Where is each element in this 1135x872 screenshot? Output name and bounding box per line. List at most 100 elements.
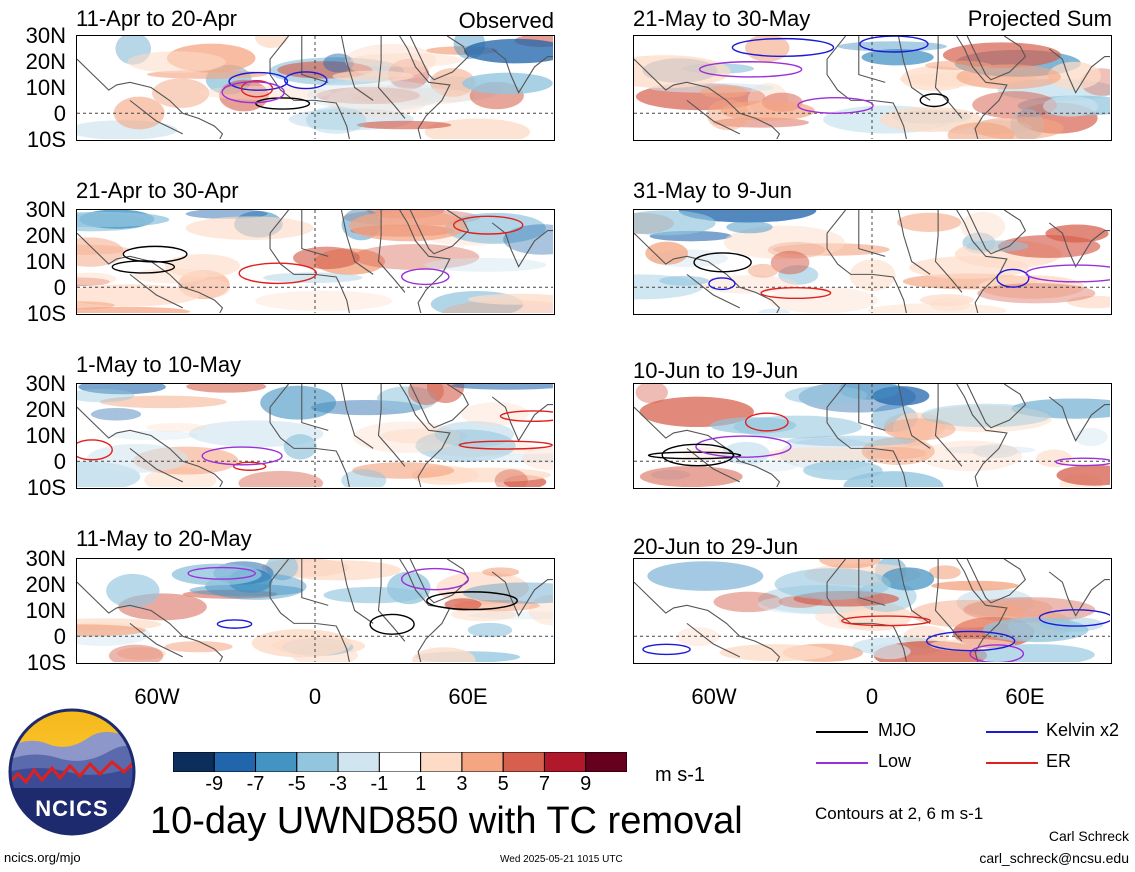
anomaly-shading bbox=[332, 70, 414, 82]
anomaly-shading bbox=[647, 561, 764, 591]
lat-label: 30N bbox=[25, 371, 66, 396]
anomaly-shading bbox=[966, 240, 1029, 252]
anomaly-shading bbox=[106, 573, 160, 608]
anomaly-shading bbox=[266, 559, 299, 581]
coastline bbox=[1048, 396, 1110, 442]
anomaly-shading bbox=[152, 78, 210, 108]
coastline bbox=[491, 396, 553, 442]
coastline bbox=[686, 622, 741, 658]
contour-mjo bbox=[122, 245, 188, 263]
coastline bbox=[966, 36, 1027, 81]
anomaly-shading bbox=[767, 286, 878, 313]
anomaly-shading bbox=[928, 565, 961, 580]
anomaly-shading bbox=[956, 64, 1062, 90]
anomaly-shading bbox=[868, 303, 1007, 313]
legend-label-er: ER bbox=[1046, 751, 1072, 771]
anomaly-shading bbox=[963, 597, 1096, 623]
coastline bbox=[934, 384, 963, 467]
anomaly-shading bbox=[171, 563, 262, 586]
anomaly-shading bbox=[747, 263, 779, 278]
anomaly-shading bbox=[77, 624, 146, 637]
anomaly-shading bbox=[293, 246, 360, 270]
anomaly-shading bbox=[818, 559, 881, 569]
coastline bbox=[409, 384, 470, 429]
anomaly-shading bbox=[77, 211, 170, 228]
panel-title-proj-4: 20-Jun to 29-Jun bbox=[633, 534, 799, 559]
coastline bbox=[1048, 222, 1110, 268]
coastline bbox=[826, 36, 846, 60]
contour-kelvin bbox=[859, 36, 929, 53]
anomaly-shading bbox=[1056, 464, 1110, 486]
footer-site-link[interactable]: ncics.org/mjo bbox=[4, 850, 81, 865]
lon-label: 0 bbox=[308, 684, 322, 709]
anomaly-shading bbox=[199, 85, 333, 100]
map-panel-obs-3 bbox=[76, 383, 555, 489]
anomaly-shading bbox=[919, 440, 1022, 472]
anomaly-shading bbox=[494, 469, 528, 487]
contour-low bbox=[401, 268, 450, 286]
anomaly-shading bbox=[849, 259, 896, 291]
coastline bbox=[129, 99, 184, 135]
panel-tag-observed: Observed bbox=[458, 8, 554, 33]
anomaly-shading bbox=[164, 641, 233, 653]
anomaly-shading bbox=[921, 403, 1052, 428]
anomaly-shading bbox=[837, 41, 947, 52]
ncics-logo[interactable]: NCICS bbox=[8, 708, 136, 836]
contour-kelvin bbox=[284, 71, 328, 90]
footer-timestamp: Wed 2025-05-21 1015 UTC bbox=[500, 854, 623, 865]
colorbar-unit: m s-1 bbox=[655, 764, 705, 786]
anomaly-shading bbox=[752, 459, 798, 472]
anomaly-shading bbox=[925, 60, 992, 71]
coastline bbox=[934, 210, 963, 293]
contour-mjo bbox=[693, 252, 752, 273]
contour-kelvin bbox=[1038, 609, 1110, 627]
colorbar-swatch bbox=[461, 752, 504, 772]
contour-low bbox=[698, 61, 803, 78]
anomaly-shading bbox=[307, 79, 443, 112]
colorbar-tick-label: -5 bbox=[287, 773, 306, 795]
contour-er bbox=[232, 461, 267, 471]
lat-label: 10N bbox=[25, 598, 66, 623]
anomaly-shading bbox=[251, 629, 352, 658]
coastline bbox=[634, 581, 781, 662]
coastline bbox=[269, 59, 350, 139]
anomaly-shading bbox=[635, 384, 668, 404]
anomaly-shading bbox=[108, 430, 199, 441]
lat-label: 10S bbox=[26, 127, 66, 152]
contour-mjo bbox=[647, 451, 742, 460]
lat-label: 10N bbox=[25, 423, 66, 448]
coastline bbox=[686, 99, 741, 135]
colorbar-tick-label: 3 bbox=[456, 773, 468, 795]
coastline bbox=[634, 232, 781, 313]
anomaly-shading bbox=[77, 237, 124, 267]
lat-label: 0 bbox=[53, 101, 66, 126]
coastline bbox=[934, 559, 963, 642]
contour-er bbox=[77, 439, 113, 461]
contour-kelvin bbox=[708, 277, 736, 291]
anomaly-shading bbox=[944, 445, 1036, 455]
colorbar-tick-label: -3 bbox=[329, 773, 347, 795]
contour-low bbox=[797, 96, 874, 114]
legend-kelvin: Kelvin x2 bbox=[986, 720, 1135, 744]
coastline bbox=[129, 447, 184, 483]
lon-label: 60E bbox=[448, 684, 488, 709]
footer-email[interactable]: carl_schreck@ncsu.edu bbox=[979, 850, 1129, 866]
anomaly-shading bbox=[972, 91, 1057, 119]
anomaly-shading bbox=[260, 385, 337, 420]
coastline bbox=[826, 407, 907, 487]
anomaly-shading bbox=[722, 441, 770, 465]
coastline bbox=[966, 384, 1027, 429]
anomaly-shading bbox=[1067, 295, 1110, 309]
map-panel-proj-2 bbox=[633, 209, 1112, 315]
anomaly-shading bbox=[415, 429, 516, 463]
map-canvas bbox=[634, 210, 1110, 313]
anomaly-shading bbox=[305, 106, 367, 134]
lat-label: 30N bbox=[25, 546, 66, 571]
legend-line-er bbox=[986, 762, 1038, 764]
anomaly-shading bbox=[676, 627, 720, 647]
coastline bbox=[399, 384, 451, 487]
anomaly-shading bbox=[275, 560, 402, 581]
lon-label: 60E bbox=[1005, 684, 1045, 709]
coastline bbox=[77, 232, 224, 313]
anomaly-shading bbox=[976, 644, 1095, 662]
